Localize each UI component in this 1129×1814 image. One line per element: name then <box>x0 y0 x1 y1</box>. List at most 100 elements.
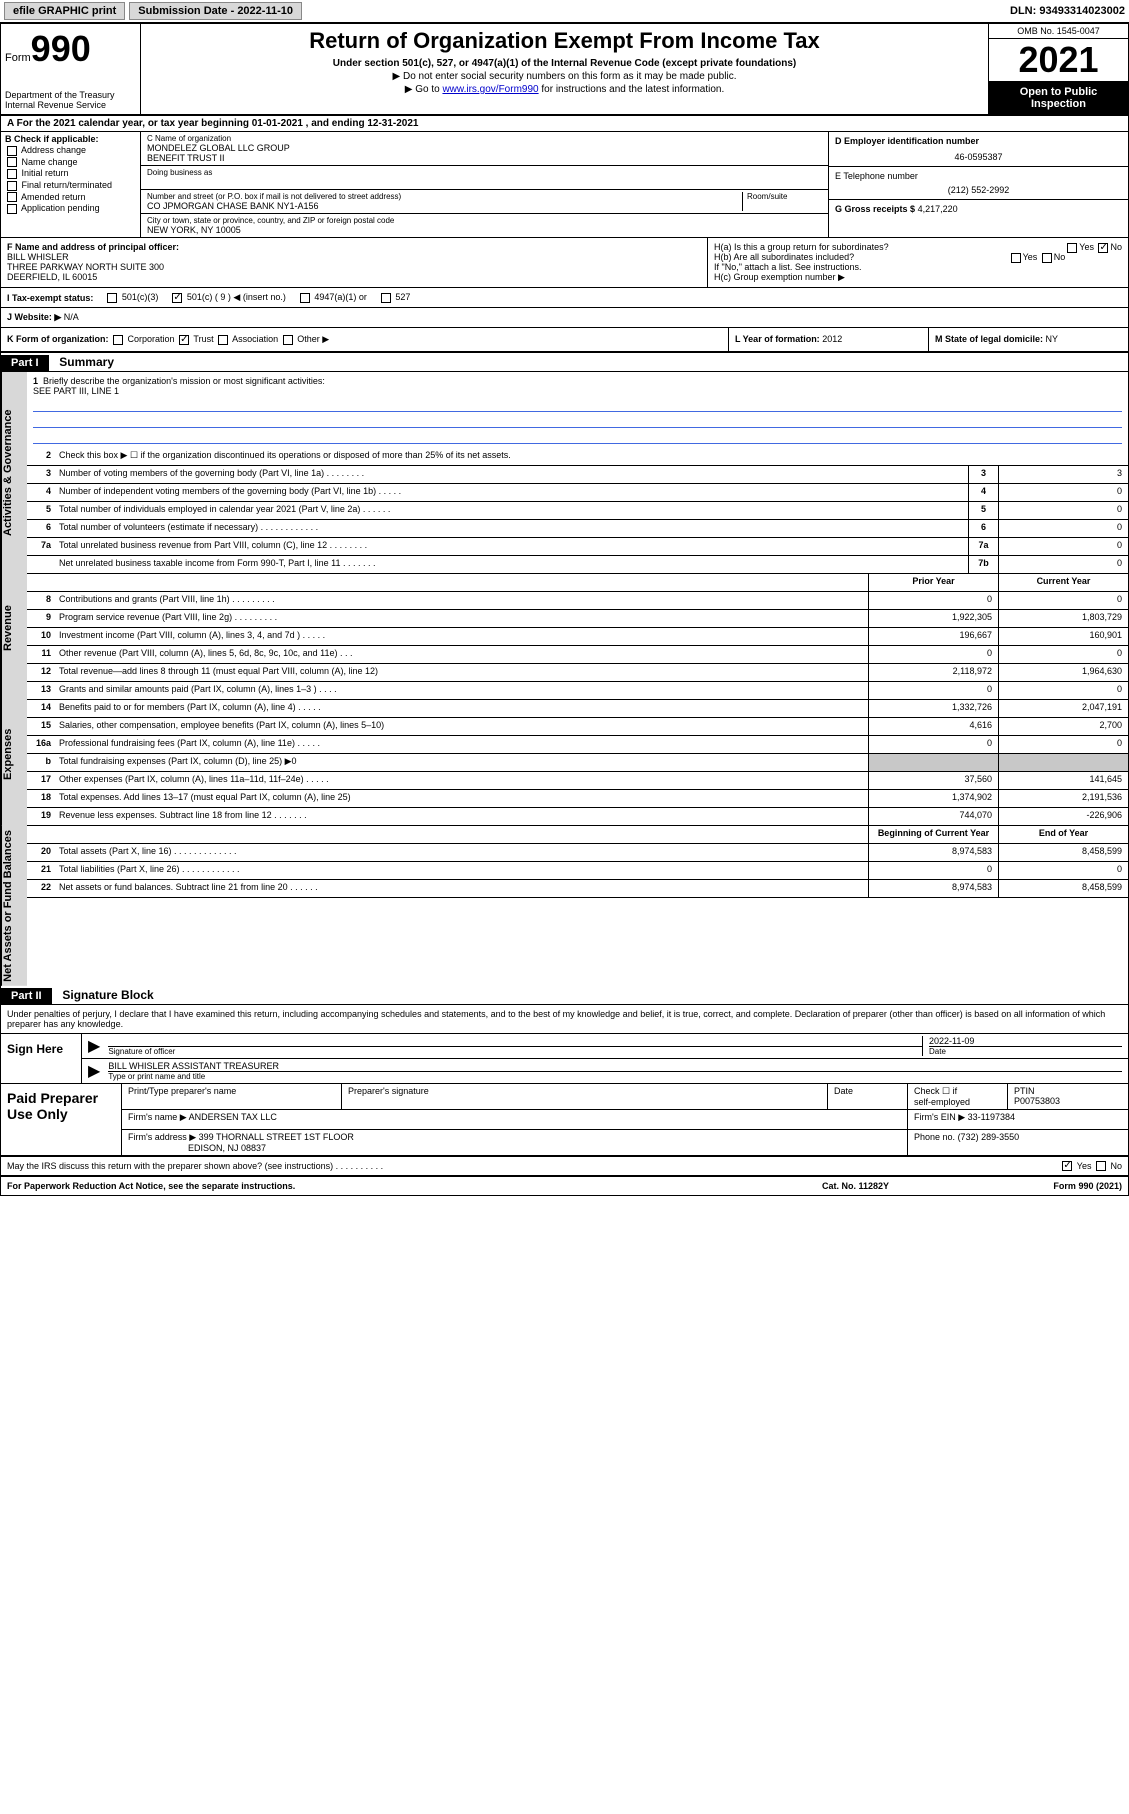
l-block: L Year of formation: 2012 <box>728 328 928 351</box>
line-4: Number of independent voting members of … <box>55 484 968 501</box>
form-ref: Form 990 (2021) <box>982 1181 1122 1191</box>
cb-application-pending[interactable]: Application pending <box>5 203 136 214</box>
ein-value: 46-0595387 <box>835 152 1122 162</box>
efile-topbar: efile GRAPHIC print Submission Date - 20… <box>0 0 1129 23</box>
sig-date: 2022-11-09 <box>929 1036 1122 1046</box>
sign-here-block: Sign Here ▶ Signature of officer 2022-11… <box>1 1034 1128 1084</box>
cb-amended-return[interactable]: Amended return <box>5 192 136 203</box>
cb-name-change[interactable]: Name change <box>5 157 136 168</box>
footer: For Paperwork Reduction Act Notice, see … <box>1 1177 1128 1195</box>
line-6-val: 0 <box>998 520 1128 537</box>
gross-label: G Gross receipts $ <box>835 204 915 214</box>
netassets-section: Net Assets or Fund Balances Beginning of… <box>1 826 1128 986</box>
part2-hdr: Part II <box>1 988 52 1004</box>
website-value: N/A <box>64 312 79 322</box>
line-13: Grants and similar amounts paid (Part IX… <box>55 682 868 699</box>
cb-assoc[interactable] <box>218 335 228 345</box>
line-12: Total revenue—add lines 8 through 11 (mu… <box>55 664 868 681</box>
j-label: J Website: ▶ <box>7 312 61 322</box>
org-name-row: C Name of organization MONDELEZ GLOBAL L… <box>141 132 828 166</box>
part1-bar: Part I Summary <box>1 353 1128 372</box>
efile-graphic-btn[interactable]: efile GRAPHIC print <box>4 2 125 20</box>
cb-initial-return[interactable]: Initial return <box>5 168 136 179</box>
cb-other[interactable] <box>283 335 293 345</box>
form-header: Form990 Department of the Treasury Inter… <box>1 24 1128 116</box>
line-4-val: 0 <box>998 484 1128 501</box>
officer-addr1: THREE PARKWAY NORTH SUITE 300 <box>7 262 701 272</box>
cb-4947[interactable] <box>300 293 310 303</box>
name-label: Type or print name and title <box>108 1071 1122 1081</box>
discuss-row: May the IRS discuss this return with the… <box>1 1157 1128 1177</box>
discuss-yes[interactable] <box>1062 1161 1072 1171</box>
cb-corp[interactable] <box>113 335 123 345</box>
eoy-hdr: End of Year <box>998 826 1128 843</box>
line-8: Contributions and grants (Part VIII, lin… <box>55 592 868 609</box>
self-employed-cell: Check ☐ ifself-employed <box>908 1084 1008 1109</box>
cb-address-change[interactable]: Address change <box>5 145 136 156</box>
line-6: Total number of volunteers (estimate if … <box>55 520 968 537</box>
netassets-tab: Net Assets or Fund Balances <box>1 826 27 986</box>
firm-phone: (732) 289-3550 <box>958 1132 1020 1142</box>
line-3-val: 3 <box>998 466 1128 483</box>
signature-line[interactable]: ▶ Signature of officer 2022-11-09 Date <box>82 1034 1128 1059</box>
k-block: K Form of organization: Corporation Trus… <box>1 328 728 351</box>
officer-addr2: DEERFIELD, IL 60015 <box>7 272 701 282</box>
header-right: OMB No. 1545-0047 2021 Open to Public In… <box>988 24 1128 114</box>
dept-treasury: Department of the Treasury <box>5 90 136 100</box>
submission-date-btn[interactable]: Submission Date - 2022-11-10 <box>129 2 302 20</box>
open-to-public: Open to Public Inspection <box>989 82 1128 114</box>
irs-link[interactable]: www.irs.gov/Form990 <box>442 84 538 95</box>
prep-row-3: Firm's address ▶ 399 THORNALL STREET 1ST… <box>122 1130 1128 1155</box>
row-j: J Website: ▶ N/A <box>1 308 1128 328</box>
gross-value: 4,217,220 <box>918 204 958 214</box>
part1-title: Summary <box>51 353 122 371</box>
col-b: B Check if applicable: Address change Na… <box>1 132 141 237</box>
cb-trust[interactable] <box>179 335 189 345</box>
gross-cell: G Gross receipts $ 4,217,220 <box>829 200 1128 218</box>
hb-no[interactable] <box>1042 253 1052 263</box>
ptin-cell: PTINP00753803 <box>1008 1084 1128 1109</box>
dba-label: Doing business as <box>147 168 822 177</box>
cb-501c[interactable] <box>172 293 182 303</box>
revenue-tab: Revenue <box>1 574 27 682</box>
line-22: Net assets or fund balances. Subtract li… <box>55 880 868 897</box>
form-number: 990 <box>31 28 91 69</box>
date-label: Date <box>929 1046 1122 1056</box>
expenses-section: Expenses 13Grants and similar amounts pa… <box>1 682 1128 826</box>
line-16a: Professional fundraising fees (Part IX, … <box>55 736 868 753</box>
governance-tab: Activities & Governance <box>1 372 27 574</box>
year-line-a: A For the 2021 calendar year, or tax yea… <box>1 116 1128 132</box>
cb-527[interactable] <box>381 293 391 303</box>
phone-cell: E Telephone number (212) 552-2992 <box>829 167 1128 200</box>
header-left: Form990 Department of the Treasury Inter… <box>1 24 141 114</box>
hb2-row: If "No," attach a list. See instructions… <box>714 262 1122 272</box>
cb-final-return[interactable]: Final return/terminated <box>5 180 136 191</box>
governance-section: Activities & Governance 1 Briefly descri… <box>1 372 1128 574</box>
dln-label: DLN: 93493314023002 <box>1010 5 1125 17</box>
address-row: Number and street (or P.O. box if mail i… <box>141 190 828 214</box>
name-arrow-icon: ▶ <box>88 1061 100 1081</box>
expenses-tab: Expenses <box>1 682 27 826</box>
addr-label: Number and street (or P.O. box if mail i… <box>147 192 742 201</box>
line-11: Other revenue (Part VIII, column (A), li… <box>55 646 868 663</box>
tax-year: 2021 <box>989 39 1128 82</box>
prep-row-2: Firm's name ▶ ANDERSEN TAX LLC Firm's EI… <box>122 1110 1128 1130</box>
cb-501c3[interactable] <box>107 293 117 303</box>
prep-sig-hdr: Preparer's signature <box>342 1084 828 1109</box>
officer-signed-name: BILL WHISLER ASSISTANT TREASURER <box>108 1061 1122 1071</box>
sig-label: Signature of officer <box>108 1046 922 1056</box>
discuss-no[interactable] <box>1096 1161 1106 1171</box>
revenue-section: Revenue Prior YearCurrent Year 8Contribu… <box>1 574 1128 682</box>
ha-yes[interactable] <box>1067 243 1077 253</box>
line-16b: Total fundraising expenses (Part IX, col… <box>55 754 868 771</box>
col-d-e-g: D Employer identification number 46-0595… <box>828 132 1128 237</box>
paid-preparer-label: Paid Preparer Use Only <box>1 1084 121 1155</box>
subtitle-2: ▶ Do not enter social security numbers o… <box>149 71 980 82</box>
line-9: Program service revenue (Part VIII, line… <box>55 610 868 627</box>
line-7a-val: 0 <box>998 538 1128 555</box>
ha-no[interactable] <box>1098 243 1108 253</box>
line-1: 1 Briefly describe the organization's mi… <box>27 372 1128 448</box>
ein-cell: D Employer identification number 46-0595… <box>829 132 1128 167</box>
hb-yes[interactable] <box>1011 253 1021 263</box>
line-21: Total liabilities (Part X, line 26) . . … <box>55 862 868 879</box>
